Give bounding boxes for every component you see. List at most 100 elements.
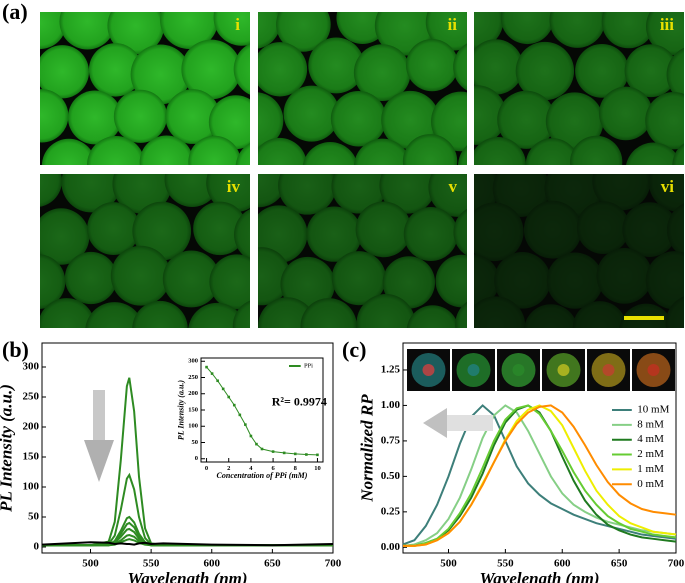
micrograph: v (258, 174, 467, 328)
bead (622, 202, 678, 258)
x-tick-label: 700 (668, 558, 685, 570)
bead (159, 12, 219, 49)
bead (592, 174, 651, 211)
y-tick-label: 0.25 (381, 505, 401, 517)
beads (258, 174, 467, 328)
x-tick-label: 700 (325, 558, 342, 570)
bead (474, 39, 524, 95)
y-tick-label: 200 (188, 390, 198, 397)
bead (306, 206, 362, 262)
marker (293, 452, 297, 456)
bead (132, 201, 192, 261)
bead (403, 206, 458, 262)
x-tick-label: 500 (82, 558, 99, 570)
bead (402, 134, 458, 165)
image-label: iv (227, 177, 241, 196)
bead (300, 298, 357, 328)
bead (181, 39, 242, 100)
bead (193, 201, 247, 256)
thumbnail-core (557, 364, 570, 376)
bead (405, 38, 459, 92)
image-label: iii (660, 15, 674, 34)
bead (474, 137, 526, 165)
legend-label: 1 mM (637, 463, 664, 475)
bead (88, 43, 143, 97)
image-label: v (449, 177, 458, 196)
micrograph: i (40, 12, 250, 165)
bead (110, 245, 171, 306)
bead (234, 209, 250, 260)
beads (258, 12, 467, 165)
y-tick-label: 0.75 (381, 434, 401, 446)
bead (596, 248, 653, 304)
y-tick-label: 50 (192, 439, 199, 446)
series-line (403, 404, 677, 547)
bead (353, 138, 411, 165)
y-tick-label: 1.00 (381, 399, 401, 411)
legend-label: 8 mM (637, 418, 664, 430)
series-line (403, 404, 677, 547)
bead (258, 42, 308, 97)
bead (232, 300, 250, 328)
bead (165, 89, 221, 144)
bead (474, 85, 507, 145)
legend-label: PPi (304, 362, 313, 369)
image-label: i (235, 15, 240, 34)
x-axis-title: Concentration of PPi (mM) (217, 471, 308, 480)
bead (494, 252, 551, 309)
x-tick-label: 650 (611, 558, 628, 570)
marker (238, 413, 242, 417)
marker (260, 447, 264, 451)
bead (453, 43, 467, 91)
series-line (402, 404, 677, 547)
series-line (403, 404, 677, 547)
y-tick-label: 0 (195, 455, 198, 462)
y-tick-label: 150 (23, 451, 40, 463)
thumbnail-core (647, 364, 660, 376)
thumbnail-core (467, 364, 480, 376)
bead (213, 12, 250, 46)
x-tick-label: 550 (497, 558, 514, 570)
bead (276, 12, 331, 52)
bead (331, 174, 387, 214)
scale-bar (624, 316, 664, 320)
y-tick-label: 250 (23, 391, 40, 403)
marker (271, 450, 275, 453)
bead (474, 296, 526, 328)
bead (570, 135, 623, 165)
bead (428, 174, 467, 217)
bead (278, 174, 337, 215)
thumbnail-core (422, 364, 435, 376)
y-axis-title: Normalized RP (358, 394, 377, 503)
beads (474, 174, 684, 328)
bead (233, 43, 250, 95)
bead (302, 142, 358, 165)
bead (331, 251, 386, 306)
bead (61, 174, 122, 213)
image-label: ii (448, 15, 458, 34)
marker (227, 395, 231, 399)
legend-label: 4 mM (637, 433, 664, 445)
y-tick-label: 0.00 (381, 541, 401, 553)
bead (258, 92, 284, 149)
bead (40, 174, 63, 207)
bead (356, 293, 416, 328)
x-tick-label: 550 (143, 558, 160, 570)
x-tick-label: 4 (249, 465, 253, 472)
marker (282, 451, 286, 455)
bead (619, 303, 674, 328)
down-arrow (84, 390, 114, 482)
bead (162, 250, 220, 308)
left-arrow (423, 408, 493, 438)
marker (205, 365, 208, 369)
y-tick-label: 200 (23, 421, 40, 433)
bead (209, 254, 250, 310)
micrograph: vi (474, 174, 684, 328)
bead (280, 256, 335, 312)
bead (624, 44, 678, 98)
bead (572, 301, 627, 328)
bead (40, 45, 89, 99)
beads (40, 12, 250, 165)
